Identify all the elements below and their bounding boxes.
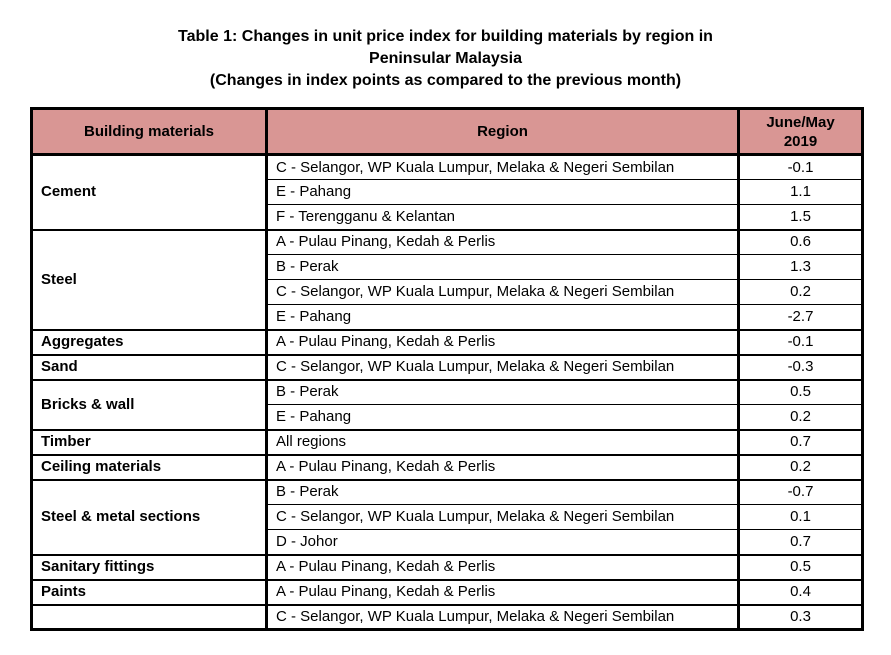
value-cell: 1.5 [738,204,864,230]
value-cell: 0.2 [738,279,864,305]
table-row: Bricks & wall B - Perak 0.5 [30,378,864,430]
material-cell: Steel & metal sections [30,478,268,555]
region-cell: A - Pulau Pinang, Kedah & Perlis [266,578,740,605]
header-row: Building materials Region June/May 2019 [30,107,864,156]
table-header: Building materials Region June/May 2019 [30,107,864,156]
table-row: D - Johor 0.7 [32,529,864,555]
value-cell: 0.5 [738,378,864,405]
region-cell: C - Selangor, WP Kuala Lumpur, Melaka & … [266,154,740,180]
table-row: E - Pahang 0.2 [32,404,864,430]
title-line-1: Table 1: Changes in unit price index for… [178,28,713,45]
region-cell: A - Pulau Pinang, Kedah & Perlis [266,453,740,480]
value-cell: 0.2 [738,453,864,480]
table-row: Steel A - Pulau Pinang, Kedah & Perlis 0.6 [30,228,864,330]
value-cell: -0.7 [738,478,864,505]
value-cell: 0.1 [738,504,864,530]
region-cell: B - Perak [266,254,740,280]
table-row: C - Selangor, WP Kuala Lumpur, Melaka & … [30,603,864,630]
value-cell: -0.1 [738,154,864,180]
value-cell: -2.7 [738,304,864,330]
material-cell: Paints [30,578,268,605]
value-cell: 0.3 [738,603,864,630]
table-row: Aggregates A - Pulau Pinang, Kedah & Perl… [30,328,864,355]
table-row: Sand C - Selangor, WP Kuala Lumpur, Melak… [30,353,864,380]
region-cell: F - Terengganu & Kelantan [266,204,740,230]
table-row: Ceiling materials A - Pulau Pinang, Kedah… [30,453,864,480]
region-cell: A - Pulau Pinang, Kedah & Perlis [266,228,740,255]
material-cell: Cement [30,154,268,230]
region-cell: A - Pulau Pinang, Kedah & Perlis [266,328,740,355]
table-title: Table 1: Changes in unit price index for… [0,26,891,92]
table-row: Paints A - Pulau Pinang, Kedah & Perlis 0.… [30,578,864,605]
value-cell: -0.3 [738,353,864,380]
header-period: June/May 2019 [737,107,864,156]
price-index-table: Building materials Region June/May 2019 … [30,107,864,631]
table-row: Cement C - Selangor, WP Kuala Lumpur, Mel… [30,154,864,230]
region-cell: All regions [266,428,740,455]
table-row: Sanitary fittings A - Pulau Pinang, Kedah… [30,553,864,580]
material-cell: Sanitary fittings [30,553,268,580]
value-cell: 0.6 [738,228,864,255]
value-cell: 0.2 [738,404,864,430]
table-row: C - Selangor, WP Kuala Lumpur, Melaka & … [32,504,864,530]
table-body: Cement C - Selangor, WP Kuala Lumpur, Mel… [30,154,864,630]
region-cell: E - Pahang [266,304,740,330]
table-row: B - Perak 1.3 [32,254,864,280]
material-cell [30,603,268,630]
table-row: C - Selangor, WP Kuala Lumpur, Melaka & … [32,279,864,305]
region-cell: D - Johor [266,529,740,555]
material-cell: Sand [30,353,268,380]
value-cell: -0.1 [738,328,864,355]
value-cell: 0.4 [738,578,864,605]
value-cell: 0.5 [738,553,864,580]
header-building-materials: Building materials [30,107,268,156]
region-cell: A - Pulau Pinang, Kedah & Perlis [266,553,740,580]
region-cell: C - Selangor, WP Kuala Lumpur, Melaka & … [266,353,740,380]
table-row: Timber All regions 0.7 [30,428,864,455]
material-cell: Bricks & wall [30,378,268,430]
table-row: E - Pahang -2.7 [32,304,864,330]
value-cell: 0.7 [738,428,864,455]
region-cell: E - Pahang [266,404,740,430]
value-cell: 1.1 [738,179,864,205]
region-cell: C - Selangor, WP Kuala Lumpur, Melaka & … [266,504,740,530]
region-cell: C - Selangor, WP Kuala Lumpur, Melaka & … [266,603,740,630]
material-cell: Aggregates [30,328,268,355]
title-line-2: Peninsular Malaysia [369,50,522,67]
value-cell: 0.7 [738,529,864,555]
value-cell: 1.3 [738,254,864,280]
material-cell: Steel [30,228,268,330]
region-cell: B - Perak [266,378,740,405]
table-row: Steel & metal sections B - Perak -0.7 [30,478,864,555]
header-region: Region [265,107,740,156]
material-cell: Ceiling materials [30,453,268,480]
material-cell: Timber [30,428,268,455]
region-cell: E - Pahang [266,179,740,205]
region-cell: B - Perak [266,478,740,505]
table-row: E - Pahang 1.1 [32,179,864,205]
title-line-3: (Changes in index points as compared to … [209,72,682,89]
region-cell: C - Selangor, WP Kuala Lumpur, Melaka & … [266,279,740,305]
